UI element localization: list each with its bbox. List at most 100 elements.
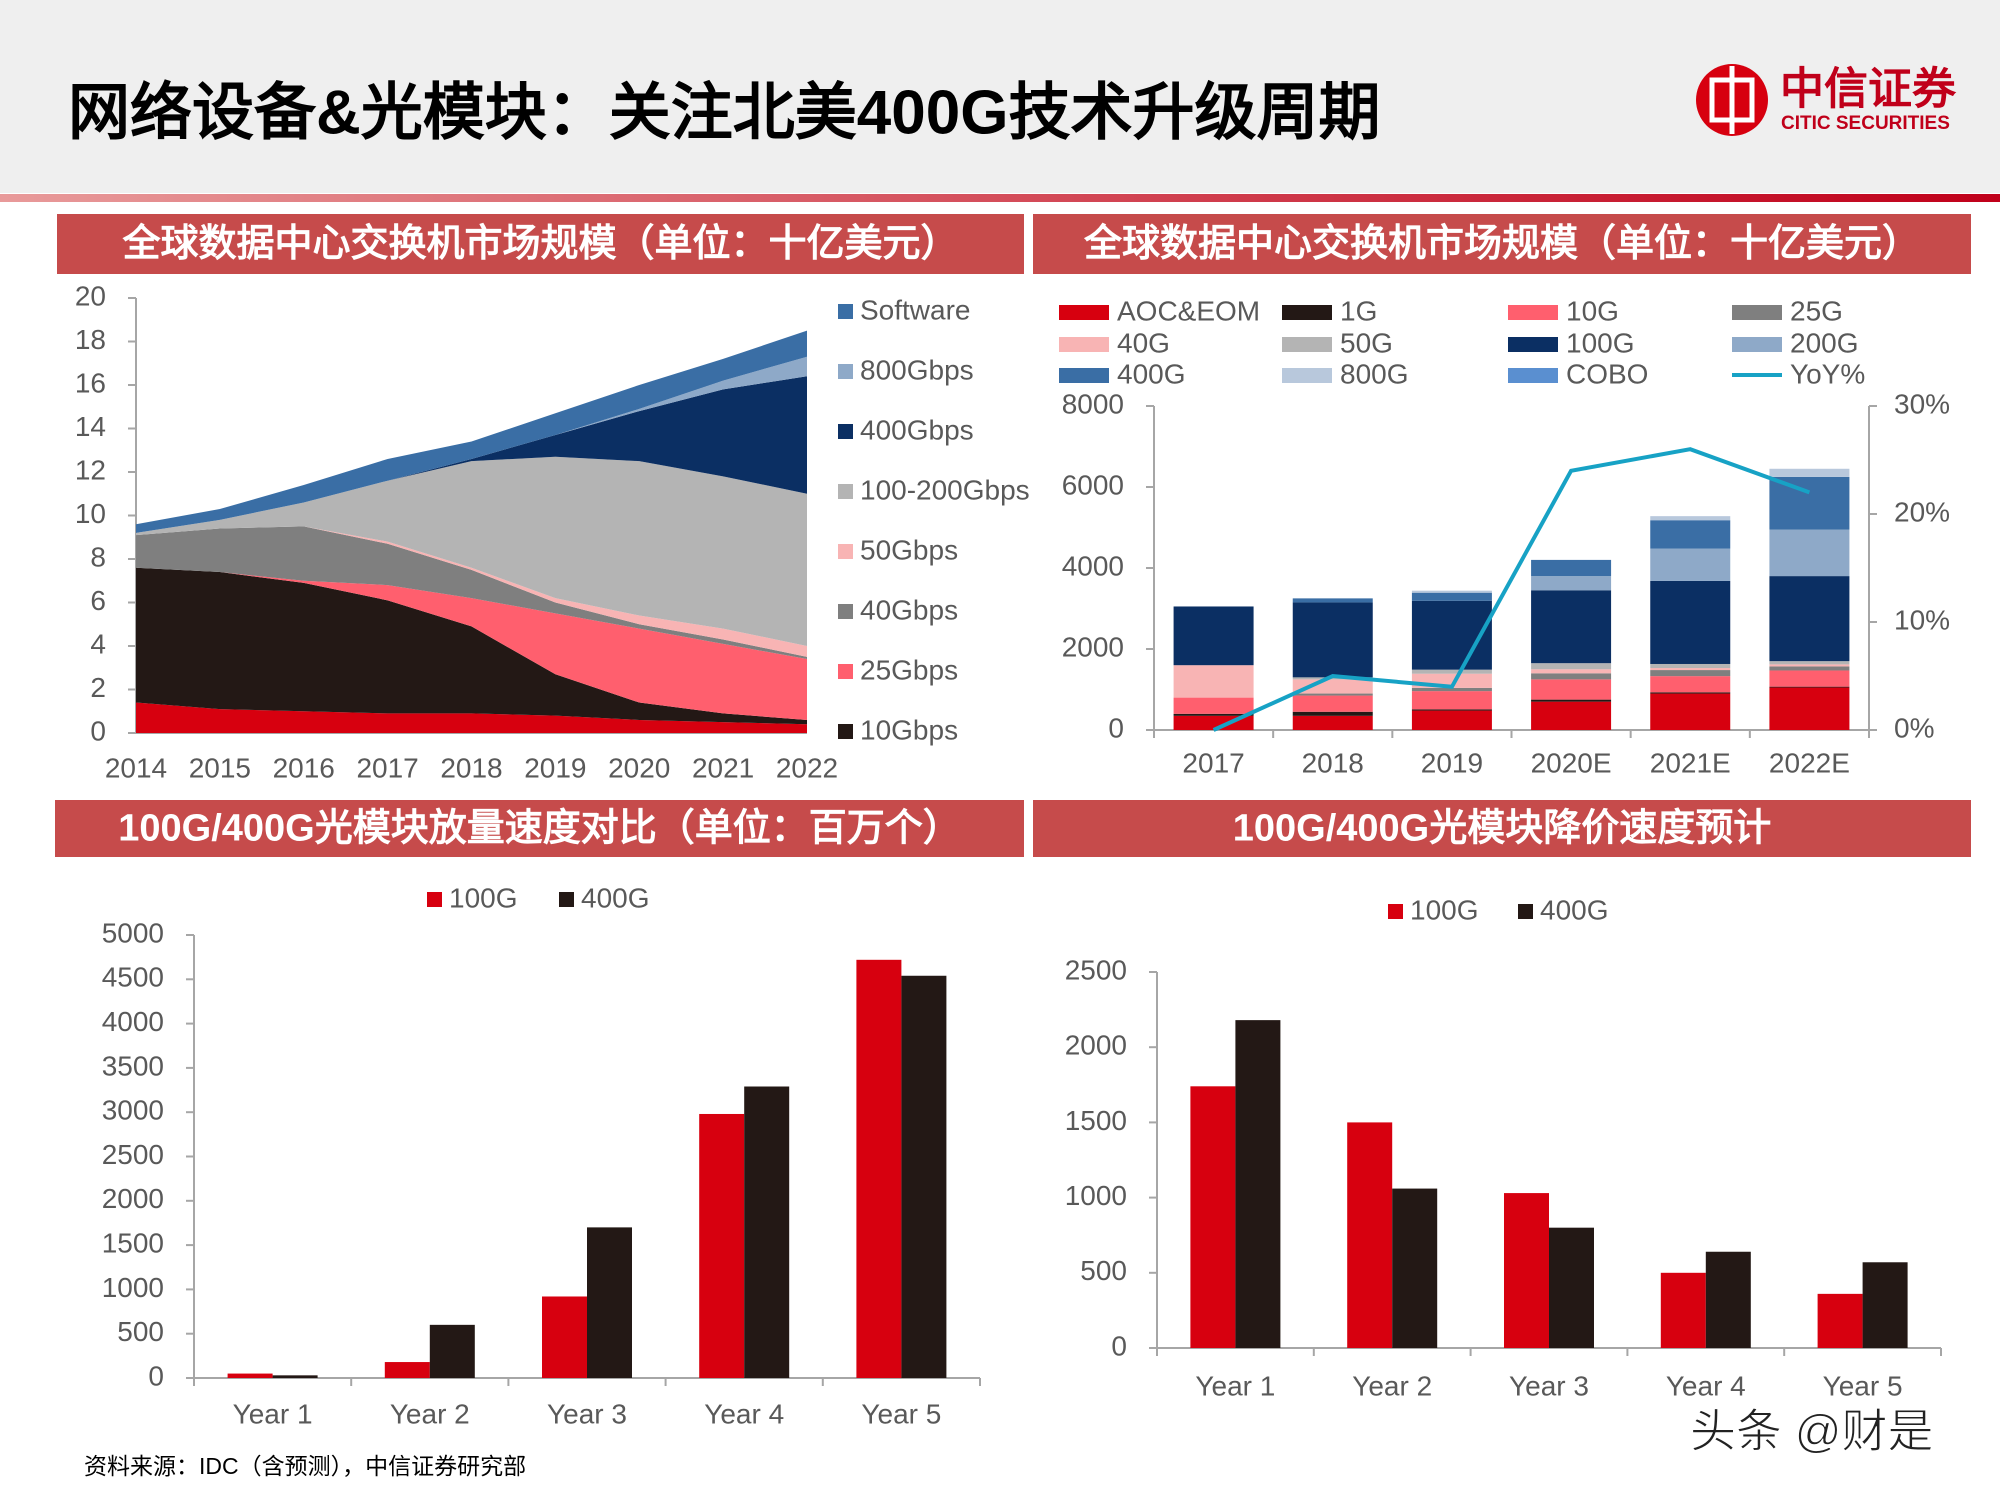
bar-segment xyxy=(1531,679,1612,700)
legend-swatch xyxy=(838,484,853,499)
panel-title-bar xyxy=(55,800,1024,857)
bar-segment xyxy=(1769,476,1850,530)
x-tick-label: 2015 xyxy=(189,752,251,783)
x-tick-label: 2022E xyxy=(1769,747,1850,778)
x-tick-label: 2022 xyxy=(776,752,838,783)
bar-segment xyxy=(1769,687,1850,730)
panel-title: 全球数据中心交换机市场规模（单位：十亿美元） xyxy=(121,222,958,265)
bar xyxy=(744,1086,790,1378)
x-tick-label: 2014 xyxy=(105,752,167,783)
legend-label: 200G xyxy=(1790,327,1859,358)
panel-title: 100G/400G光模块降价速度预计 xyxy=(1233,808,1771,850)
legend-swatch xyxy=(838,604,853,619)
y-tick-label: 0 xyxy=(1111,1330,1127,1361)
legend-swatch xyxy=(1059,337,1109,352)
bar-segment xyxy=(1411,709,1492,711)
legend-label: 100G xyxy=(449,882,518,913)
bar xyxy=(1862,1262,1908,1348)
bar-segment xyxy=(1769,529,1850,577)
x-tick-label: 2021 xyxy=(692,752,754,783)
bar-segment xyxy=(1769,576,1850,662)
legend-swatch xyxy=(1059,368,1109,383)
legend-swatch xyxy=(1059,305,1109,320)
area xyxy=(136,330,807,533)
y-tick-label: 14 xyxy=(75,411,106,442)
y-tick-label: 4000 xyxy=(1062,550,1124,581)
bar-segment xyxy=(1411,590,1492,593)
bar-segment xyxy=(1769,670,1850,687)
y-tick-label: 0 xyxy=(90,715,106,746)
y-tick-label: 5000 xyxy=(102,917,164,948)
x-tick-label: 2019 xyxy=(1421,747,1483,778)
bar-segment xyxy=(1531,699,1612,702)
bar-segment xyxy=(1531,669,1612,674)
x-tick-label: Year 3 xyxy=(1509,1370,1589,1401)
y-tick-label: 1500 xyxy=(1065,1105,1127,1136)
area xyxy=(136,567,807,720)
bar-segment xyxy=(1173,697,1254,714)
y-tick-label: 2500 xyxy=(102,1139,164,1170)
slide-title: 网络设备&光模块：关注北美400G技术升级周期 xyxy=(68,78,1380,147)
y-tick-label: 3000 xyxy=(102,1095,164,1126)
y-tick-label: 3500 xyxy=(102,1050,164,1081)
legend-swatch xyxy=(1388,904,1403,919)
header-rule xyxy=(0,194,2000,202)
y2-tick-label: 10% xyxy=(1894,604,1950,635)
bar xyxy=(1392,1188,1438,1348)
legend-swatch xyxy=(838,424,853,439)
y-tick-label: 500 xyxy=(117,1316,164,1347)
legend-label: 50G xyxy=(1340,327,1393,358)
legend-swatch xyxy=(838,364,853,379)
x-tick-label: Year 4 xyxy=(1666,1370,1746,1401)
bar xyxy=(542,1296,587,1378)
legend-swatch xyxy=(838,304,853,319)
y-tick-label: 20 xyxy=(75,280,106,311)
legend-label: 400G xyxy=(581,882,650,913)
bar xyxy=(856,959,902,1378)
bar-segment xyxy=(1531,590,1612,664)
area xyxy=(136,702,807,733)
bar-segment xyxy=(1769,664,1850,667)
legend-swatch xyxy=(1282,368,1332,383)
y-tick-label: 500 xyxy=(1080,1255,1127,1286)
legend-label: COBO xyxy=(1566,358,1648,389)
y-tick-label: 6 xyxy=(90,585,106,616)
y-tick-label: 1000 xyxy=(1065,1180,1127,1211)
y-tick-label: 18 xyxy=(75,324,106,355)
bar xyxy=(272,1375,318,1378)
bar-segment xyxy=(1411,592,1492,601)
bar xyxy=(1235,1020,1281,1348)
bar xyxy=(1549,1227,1594,1348)
bar-segment xyxy=(1411,669,1492,674)
source-note: 资料来源：IDC（含预测），中信证券研究部 xyxy=(84,1453,526,1479)
x-tick-label: 2020 xyxy=(608,752,670,783)
legend-label: 100G xyxy=(1566,327,1635,358)
legend-label: 100-200Gbps xyxy=(860,474,1030,505)
bar-segment xyxy=(1531,576,1612,591)
y-tick-label: 4000 xyxy=(102,1006,164,1037)
bar-segment xyxy=(1292,695,1373,712)
x-tick-label: Year 1 xyxy=(233,1398,313,1429)
x-tick-label: 2017 xyxy=(1182,747,1244,778)
bar xyxy=(587,1227,632,1378)
bar-segment xyxy=(1769,666,1850,671)
x-tick-label: 2016 xyxy=(273,752,335,783)
bar-segment xyxy=(1531,559,1612,577)
bar xyxy=(429,1324,475,1378)
x-tick-label: 2018 xyxy=(440,752,502,783)
bar-segment xyxy=(1769,686,1850,688)
bar-segment xyxy=(1650,670,1731,677)
legend-swatch xyxy=(838,664,853,679)
legend-swatch xyxy=(559,892,574,907)
legend-label: 1G xyxy=(1340,295,1377,326)
legend-swatch xyxy=(1732,305,1782,320)
bar-segment xyxy=(1650,548,1731,581)
x-tick-label: Year 4 xyxy=(704,1398,784,1429)
y-tick-label: 2 xyxy=(90,672,106,703)
y-tick-label: 4500 xyxy=(102,962,164,993)
bar-segment xyxy=(1650,693,1731,730)
bar xyxy=(699,1113,745,1378)
legend-label: 400G xyxy=(1117,358,1186,389)
legend-swatch xyxy=(1282,305,1332,320)
bar-segment xyxy=(1173,665,1254,698)
